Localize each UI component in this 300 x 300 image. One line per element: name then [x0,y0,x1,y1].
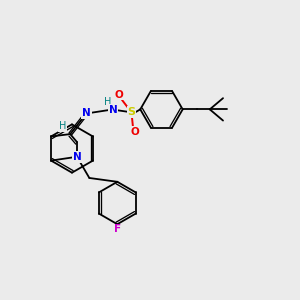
Text: N: N [82,109,91,118]
Text: F: F [114,224,121,235]
Text: H: H [59,121,67,131]
Text: O: O [130,127,139,137]
Text: O: O [114,90,123,100]
Text: S: S [128,107,135,117]
Text: N: N [73,152,82,162]
Text: H: H [104,97,112,107]
Text: N: N [109,105,117,115]
